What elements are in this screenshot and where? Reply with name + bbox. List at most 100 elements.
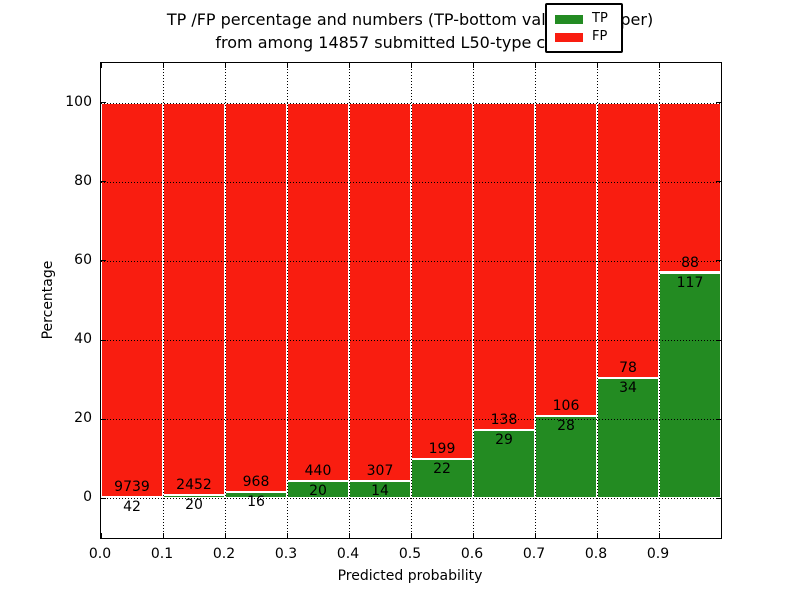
- fp-bar-segment: [101, 102, 163, 497]
- vertical-gridline: [163, 63, 164, 538]
- x-tick-mark: [410, 63, 412, 68]
- x-tick-mark: [720, 533, 722, 538]
- fp-bar-segment: [225, 102, 287, 492]
- legend-item-fp: FP: [555, 28, 621, 46]
- tp-count-label: 20: [309, 483, 327, 500]
- fp-count-label: 968: [242, 473, 270, 490]
- fp-bar-segment: [597, 102, 659, 379]
- tp-count-label: 22: [433, 461, 451, 477]
- tp-count-label: 16: [247, 493, 265, 510]
- legend-item-tp: TP: [555, 10, 621, 28]
- fp-bar-segment: [163, 102, 225, 496]
- fp-bar-segment: [287, 102, 349, 482]
- x-tick-mark: [534, 533, 536, 538]
- x-tick-mark: [224, 533, 226, 538]
- vertical-gridline: [225, 63, 226, 538]
- x-tick-label: 0.1: [150, 546, 174, 562]
- fp-count-label: 9739: [114, 478, 150, 495]
- y-tick-label: 0: [83, 489, 92, 506]
- fp-count-label: 2452: [176, 477, 212, 494]
- plot-area: 9739 42 2452 20 968 16 440 20 307 14 199 22 138 29 106…: [100, 62, 722, 539]
- x-tick-mark: [162, 533, 164, 538]
- tp-count-label: 34: [619, 380, 637, 397]
- y-tick-label: 60: [74, 251, 92, 268]
- y-tick-mark: [716, 497, 721, 499]
- x-tick-mark: [100, 533, 102, 538]
- y-tick-mark: [101, 339, 106, 341]
- chart-title: TP /FP percentage and numbers (TP-bottom…: [100, 8, 720, 54]
- x-tick-mark: [720, 63, 722, 68]
- tp-bar-segment: [101, 496, 163, 499]
- y-tick-label: 20: [74, 410, 92, 427]
- x-tick-label: 0.0: [88, 546, 112, 562]
- legend-label-tp: TP: [592, 11, 608, 26]
- fp-count-label: 78: [619, 360, 637, 377]
- fp-count-label: 106: [552, 397, 580, 414]
- vertical-gridline: [535, 63, 536, 538]
- vertical-gridline: [597, 63, 598, 538]
- x-tick-mark: [224, 63, 226, 68]
- x-tick-mark: [534, 63, 536, 68]
- x-axis-label: Predicted probability: [337, 568, 483, 584]
- tp-bar-segment: [411, 459, 473, 499]
- x-tick-mark: [286, 63, 288, 68]
- x-tick-mark: [162, 63, 164, 68]
- vertical-gridline: [473, 63, 474, 538]
- x-tick-mark: [410, 533, 412, 538]
- x-tick-mark: [658, 63, 660, 68]
- y-tick-mark: [716, 260, 721, 262]
- fp-count-label: 440: [304, 463, 332, 480]
- fp-bar-segment: [411, 102, 473, 459]
- fp-color-swatch: [555, 32, 583, 42]
- fp-bar-segment: [473, 102, 535, 430]
- x-tick-label: 0.2: [212, 546, 236, 562]
- x-tick-label: 0.7: [522, 546, 546, 562]
- x-tick-mark: [596, 533, 598, 538]
- tp-bar-segment: [535, 415, 597, 499]
- x-tick-mark: [472, 533, 474, 538]
- x-tick-label: 0.3: [274, 546, 298, 562]
- x-tick-mark: [596, 63, 598, 68]
- fp-count-label: 138: [490, 411, 518, 428]
- fp-count-label: 88: [681, 254, 699, 271]
- x-tick-label: 0.8: [584, 546, 608, 562]
- tp-bar-segment: [597, 378, 659, 499]
- x-tick-label: 0.5: [398, 546, 422, 562]
- y-tick-mark: [101, 260, 106, 262]
- tp-bar-segment: [659, 272, 721, 499]
- vertical-gridline: [659, 63, 660, 538]
- fp-count-label: 199: [428, 441, 456, 457]
- x-tick-label: 0.4: [336, 546, 360, 562]
- x-tick-mark: [348, 63, 350, 68]
- chart-title-line2: from among 14857 submitted L50-type cont…: [215, 33, 605, 52]
- tp-color-swatch: [555, 14, 583, 24]
- chart-title-line1: TP /FP percentage and numbers (TP-bottom…: [166, 10, 654, 29]
- legend: TP FP: [545, 3, 623, 53]
- y-tick-label: 40: [74, 331, 92, 348]
- y-tick-mark: [716, 418, 721, 420]
- fp-count-label: 307: [366, 463, 394, 480]
- tp-count-label: 42: [123, 498, 141, 515]
- x-tick-mark: [100, 63, 102, 68]
- x-tick-mark: [472, 63, 474, 68]
- y-tick-label: 80: [74, 172, 92, 189]
- tp-count-label: 20: [185, 497, 203, 514]
- x-tick-label: 0.9: [646, 546, 670, 562]
- x-tick-mark: [286, 533, 288, 538]
- y-tick-mark: [101, 181, 106, 183]
- fp-bar-segment: [535, 102, 597, 416]
- vertical-gridline: [349, 63, 350, 538]
- x-tick-label: 0.6: [460, 546, 484, 562]
- x-tick-mark: [658, 533, 660, 538]
- fp-bar-segment: [349, 102, 411, 482]
- tp-bar-segment: [473, 429, 535, 499]
- fp-bar-segment: [659, 102, 721, 273]
- vertical-gridline: [287, 63, 288, 538]
- x-tick-mark: [348, 533, 350, 538]
- y-tick-label: 100: [65, 93, 92, 110]
- legend-label-fp: FP: [592, 29, 608, 44]
- tp-count-label: 14: [371, 483, 389, 500]
- y-tick-mark: [716, 181, 721, 183]
- y-tick-mark: [101, 497, 106, 499]
